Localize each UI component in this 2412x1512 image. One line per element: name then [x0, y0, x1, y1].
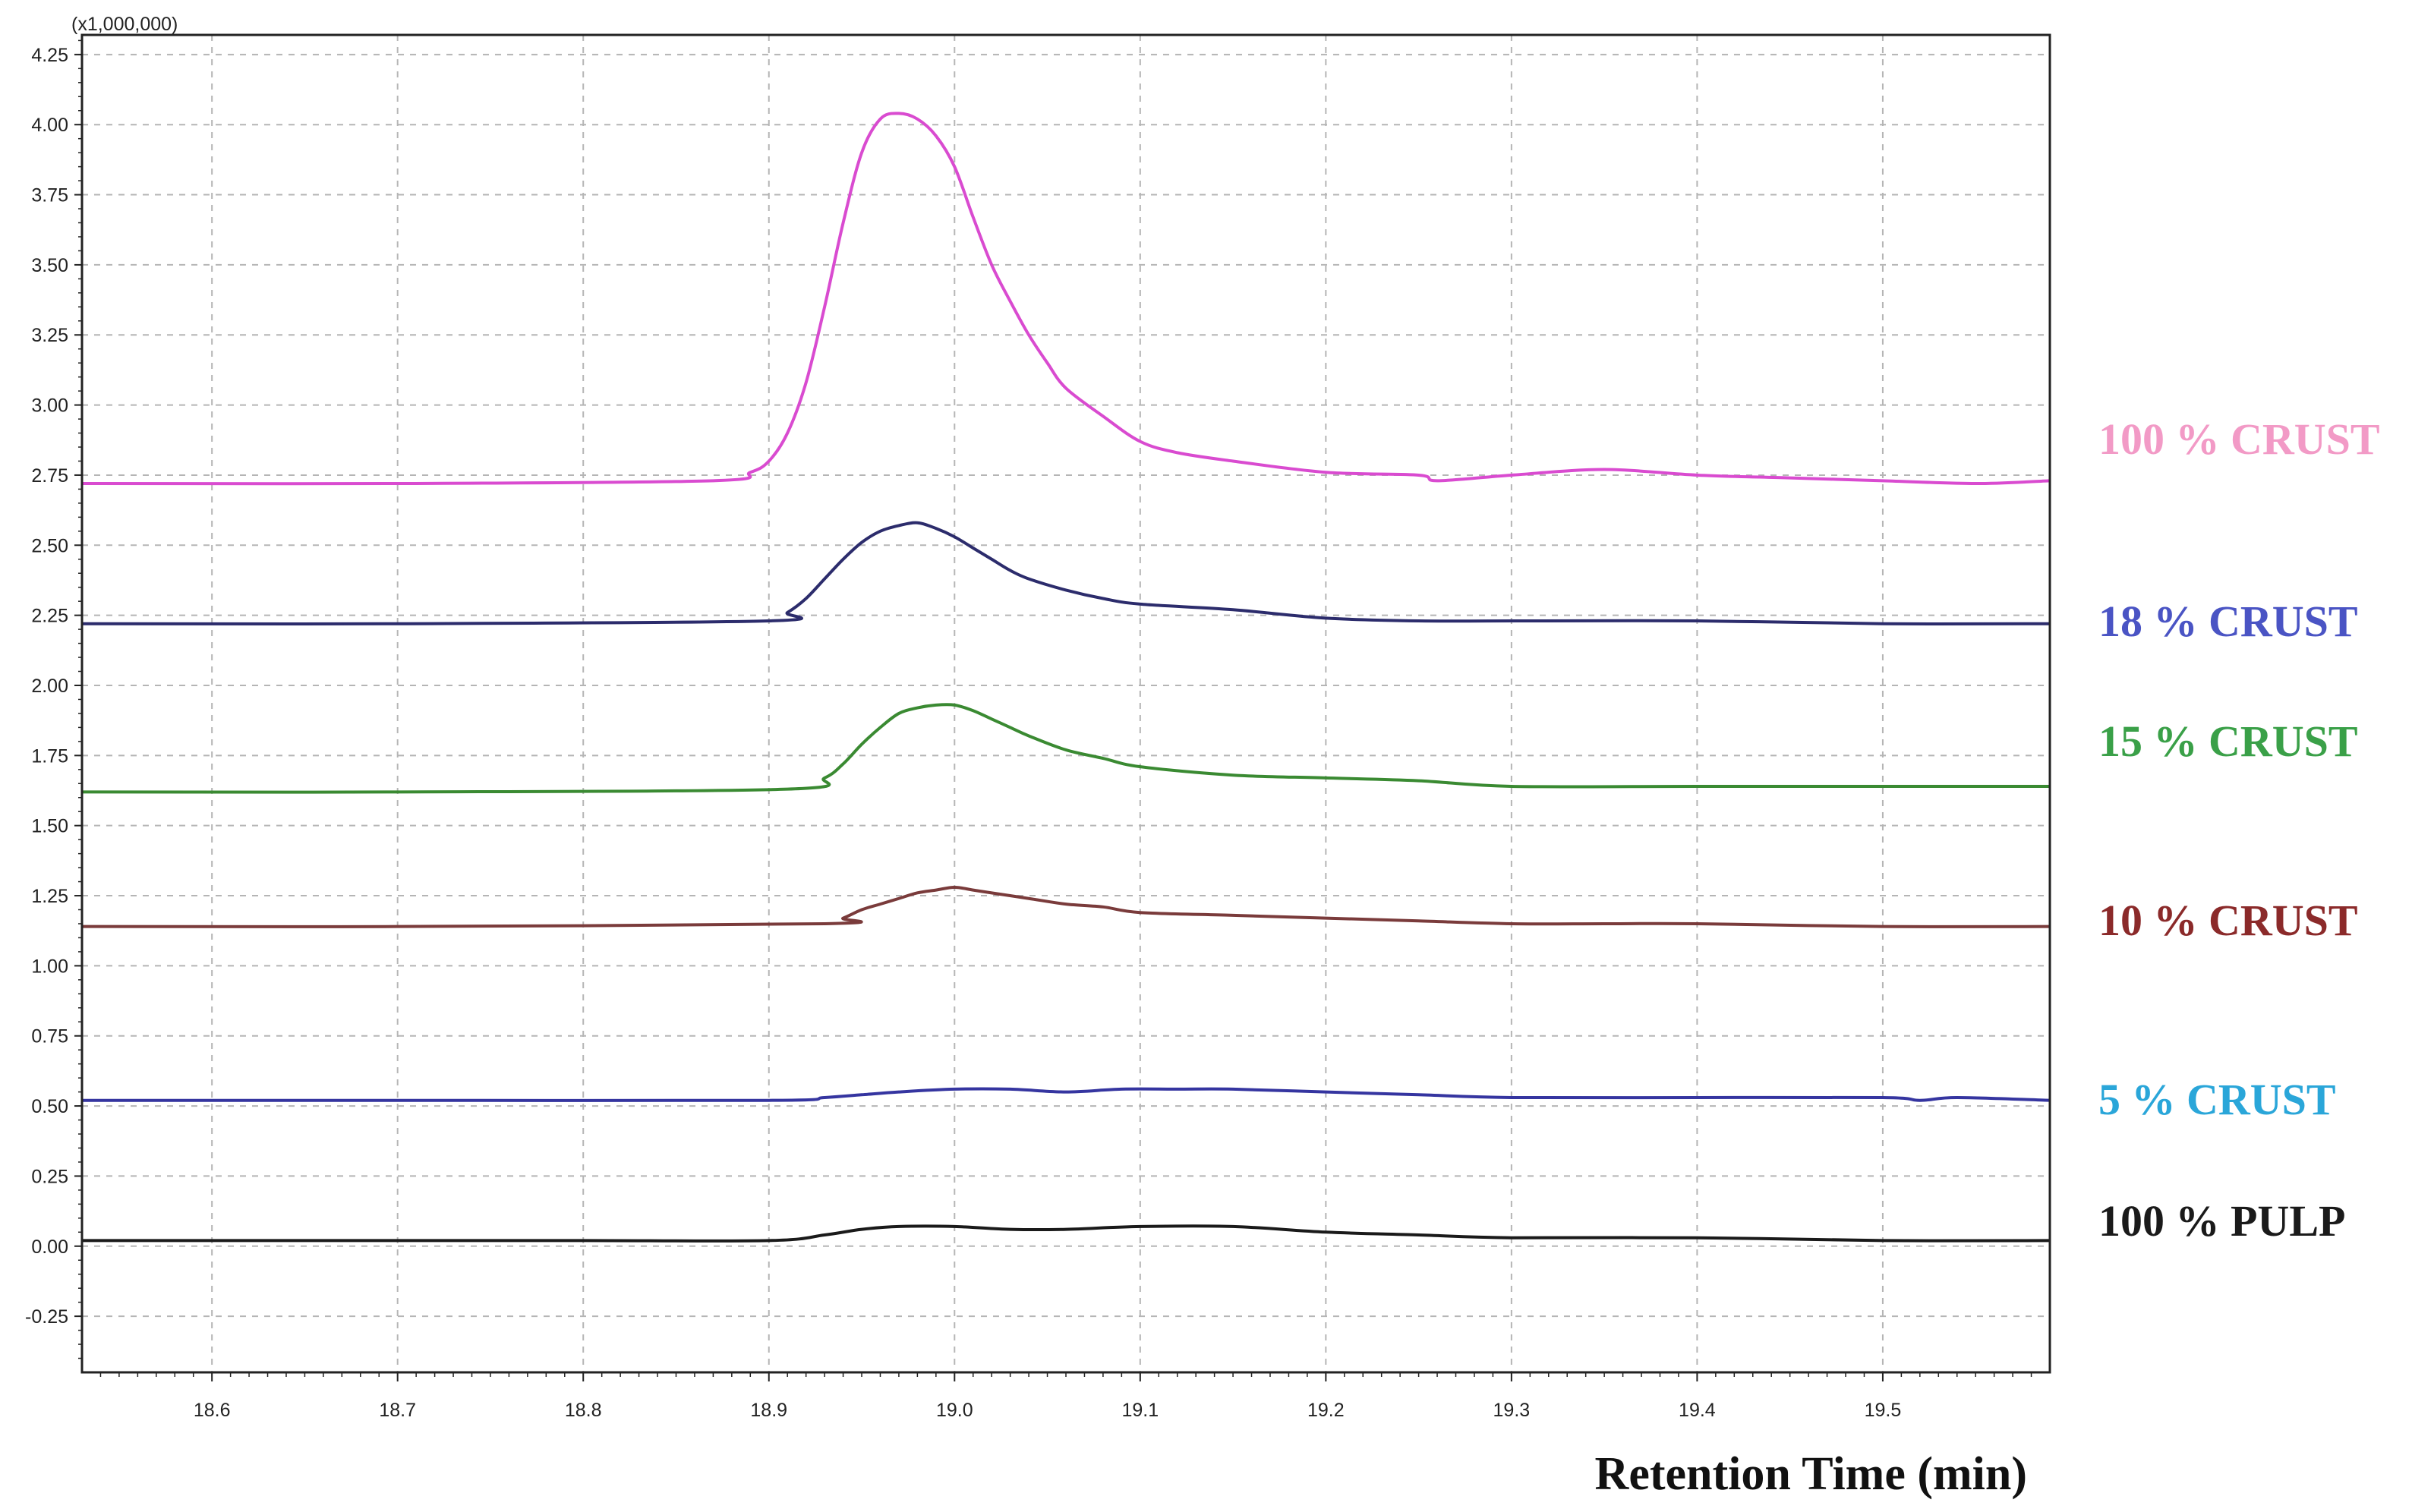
y-tick-label: 0.00	[31, 1236, 68, 1258]
x-tick-label: 19.1	[1121, 1400, 1159, 1421]
y-tick-label: 4.25	[31, 45, 68, 66]
y-tick-label: 2.75	[31, 465, 68, 487]
x-tick-label: 18.9	[750, 1400, 787, 1421]
y-tick-label: 3.00	[31, 395, 68, 417]
y-tick-label: -0.25	[25, 1306, 68, 1328]
y-scale-label: (x1,000,000)	[71, 14, 178, 35]
plot-frame	[80, 33, 2051, 1374]
y-tick-label: 3.25	[31, 325, 68, 346]
x-tick-label: 19.0	[936, 1400, 973, 1421]
series-line-2	[81, 703, 2050, 794]
y-tick-label: 4.00	[31, 115, 68, 136]
series-lines	[81, 112, 2051, 1243]
y-tick-label: 2.50	[31, 535, 68, 556]
y-tick-label: 1.75	[31, 745, 68, 767]
y-tick-label: 1.50	[31, 816, 68, 837]
series-labels: 100 % CRUST 18 % CRUST 15 % CRUST 10 % CRUS…	[2098, 414, 2380, 1246]
series-line-1	[81, 521, 2051, 625]
y-tick-label: 0.25	[31, 1166, 68, 1187]
x-tick-label: 19.3	[1493, 1400, 1531, 1421]
series-line-3	[81, 885, 2051, 928]
x-tick-label: 19.5	[1865, 1400, 1902, 1421]
y-tick-label: 0.50	[31, 1096, 68, 1117]
x-axis-title: Retention Time (min)	[1595, 1448, 2027, 1500]
y-tick-label: 0.75	[31, 1026, 68, 1047]
series-label-0: 100 % CRUST	[2098, 414, 2380, 464]
y-axis: -0.25 0.00 0.25 0.50 0.75 1.00 1.25 1.50 1.75 2.0…	[25, 39, 82, 1359]
x-tick-label: 19.4	[1679, 1400, 1716, 1421]
series-label-1: 18 % CRUST	[2098, 597, 2358, 646]
x-tick-label: 19.2	[1307, 1400, 1345, 1421]
series-label-5: 100 % PULP	[2098, 1196, 2345, 1246]
y-tick-label: 3.50	[31, 255, 68, 276]
y-tick-label: 1.25	[31, 886, 68, 907]
series-label-3: 10 % CRUST	[2098, 896, 2358, 945]
y-tick-label: 2.00	[31, 676, 68, 697]
x-tick-label: 18.7	[379, 1400, 416, 1421]
series-line-5	[82, 1224, 2051, 1243]
grid	[82, 35, 2050, 1372]
series-line-0	[81, 112, 2051, 486]
series-line-4	[82, 1087, 2051, 1102]
series-label-2: 15 % CRUST	[2098, 717, 2358, 766]
x-tick-label: 18.8	[565, 1400, 602, 1421]
y-tick-label: 1.00	[31, 956, 68, 977]
x-axis: 18.6 18.7 18.8 18.9 19.0 19.1 19.2 19.3 19.4 19.5	[99, 1372, 2032, 1421]
series-label-4: 5 % CRUST	[2098, 1075, 2336, 1124]
x-tick-label: 18.6	[194, 1400, 231, 1421]
y-tick-label: 2.25	[31, 606, 68, 627]
y-tick-label: 3.75	[31, 185, 68, 206]
